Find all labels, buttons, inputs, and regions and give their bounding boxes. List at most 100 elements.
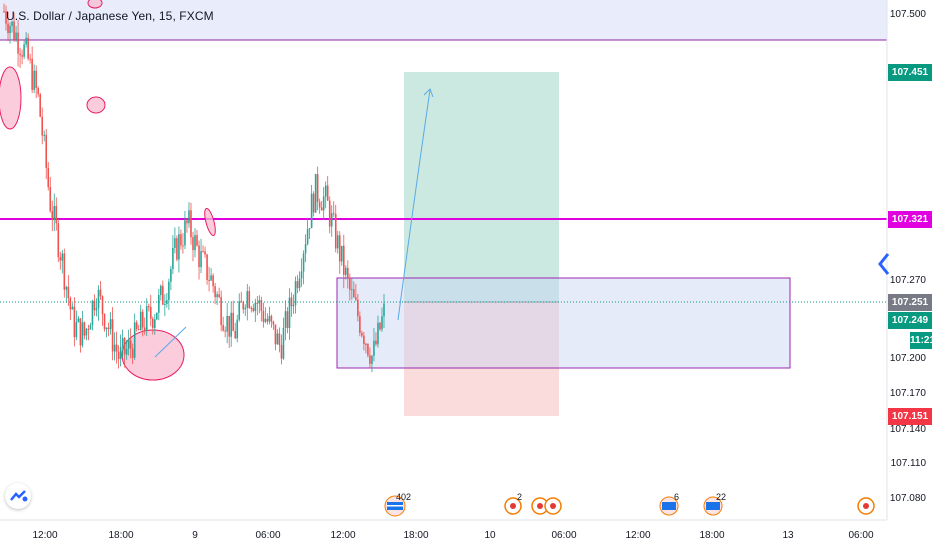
candle-body <box>322 196 325 211</box>
candle-body <box>254 302 257 312</box>
price-tick: 107.500 <box>889 9 926 20</box>
candle-body <box>266 318 269 322</box>
candle-body <box>367 344 369 356</box>
price-tick: 107.080 <box>889 493 926 504</box>
price-axis[interactable] <box>887 0 932 520</box>
candle-body <box>75 322 78 338</box>
tradingview-logo[interactable] <box>5 483 31 509</box>
candle-body <box>198 245 200 268</box>
candle-body <box>25 37 27 45</box>
time-tick: 18:00 <box>699 530 725 541</box>
candle-body <box>145 306 148 331</box>
candle-body <box>208 280 210 282</box>
price-tick: 107.140 <box>889 424 926 435</box>
candle-body <box>162 285 164 305</box>
highlight-ellipse[interactable] <box>87 0 103 9</box>
candle-body <box>216 294 218 298</box>
candle-body <box>73 306 76 338</box>
candle-body <box>111 319 114 352</box>
candle-body <box>248 291 251 308</box>
candle-body <box>57 223 60 258</box>
event-count: 402 <box>396 492 412 502</box>
highlight-ellipse[interactable] <box>203 207 218 237</box>
candle-body <box>355 297 357 300</box>
candle-body <box>87 328 90 330</box>
candle-body <box>85 328 88 336</box>
time-tick: 12:00 <box>330 530 356 541</box>
candle-body <box>342 245 345 275</box>
candle-body <box>210 275 212 281</box>
candle-body <box>232 312 235 332</box>
candle-body <box>256 302 259 304</box>
time-axis[interactable] <box>0 520 932 550</box>
candle-body <box>218 294 220 298</box>
candle-body <box>379 322 381 330</box>
candle-body <box>135 322 138 330</box>
candle-body <box>246 291 249 308</box>
candle-body <box>288 297 291 329</box>
candle-body <box>71 306 74 310</box>
candle-body <box>200 251 202 268</box>
demand-zone-box[interactable] <box>336 277 791 369</box>
price-tick: 107.200 <box>889 353 926 364</box>
candle-body <box>349 277 351 290</box>
event-icon <box>510 503 516 509</box>
candle-body <box>9 25 11 34</box>
candle-body <box>63 253 66 290</box>
candle-body <box>365 343 367 345</box>
candle-body <box>286 311 289 329</box>
candle-body <box>121 338 124 347</box>
candle-body <box>99 289 102 297</box>
candle-body <box>79 318 82 346</box>
highlight-ellipse[interactable] <box>0 66 22 130</box>
candle-body <box>294 281 297 306</box>
candle-body <box>35 70 37 88</box>
candle-body <box>186 220 188 224</box>
candle-body <box>45 134 48 168</box>
candle-body <box>115 344 118 352</box>
candle-body <box>149 306 152 319</box>
candle-body <box>363 335 365 344</box>
position-stop-zone <box>404 302 559 416</box>
chart-title: U.S. Dollar / Japanese Yen, 15, FXCM <box>6 9 214 23</box>
candle-body <box>214 286 216 298</box>
candle-body <box>125 348 128 355</box>
candle-body <box>334 213 337 249</box>
candle-body <box>176 238 178 260</box>
arrow-head-icon <box>423 88 434 98</box>
time-tick: 12:00 <box>625 530 651 541</box>
candle-body <box>260 300 263 311</box>
candle-body <box>97 289 100 309</box>
candle-body <box>49 186 52 212</box>
candle-body <box>188 210 190 224</box>
economic-events <box>384 495 875 517</box>
candle-body <box>127 340 130 349</box>
candle-body <box>143 327 146 331</box>
candle-body <box>17 32 19 54</box>
candle-body <box>302 253 305 272</box>
event-count: 2 <box>517 492 523 502</box>
candle-body <box>212 275 214 287</box>
position-target-zone <box>404 72 559 302</box>
candle-body <box>184 220 186 246</box>
candle-body <box>282 327 285 359</box>
candle-body <box>292 305 295 307</box>
highlight-ellipse[interactable] <box>86 96 106 114</box>
projection-arrow[interactable] <box>397 89 431 321</box>
candle-body <box>41 116 44 136</box>
candle-body <box>47 167 50 187</box>
candle-body <box>151 318 154 328</box>
trend-line[interactable] <box>154 326 187 358</box>
candle-body <box>192 237 194 251</box>
candle-body <box>190 210 192 238</box>
stop-price-tag: 107.151 <box>888 408 932 425</box>
candle-body <box>381 316 383 330</box>
candle-body <box>383 303 385 317</box>
candle-body <box>377 322 379 345</box>
candle-body <box>51 211 54 220</box>
scroll-right-icon[interactable] <box>874 250 894 278</box>
price-tick: 107.170 <box>889 388 926 399</box>
candle-body <box>61 253 64 261</box>
candle-body <box>95 308 98 311</box>
